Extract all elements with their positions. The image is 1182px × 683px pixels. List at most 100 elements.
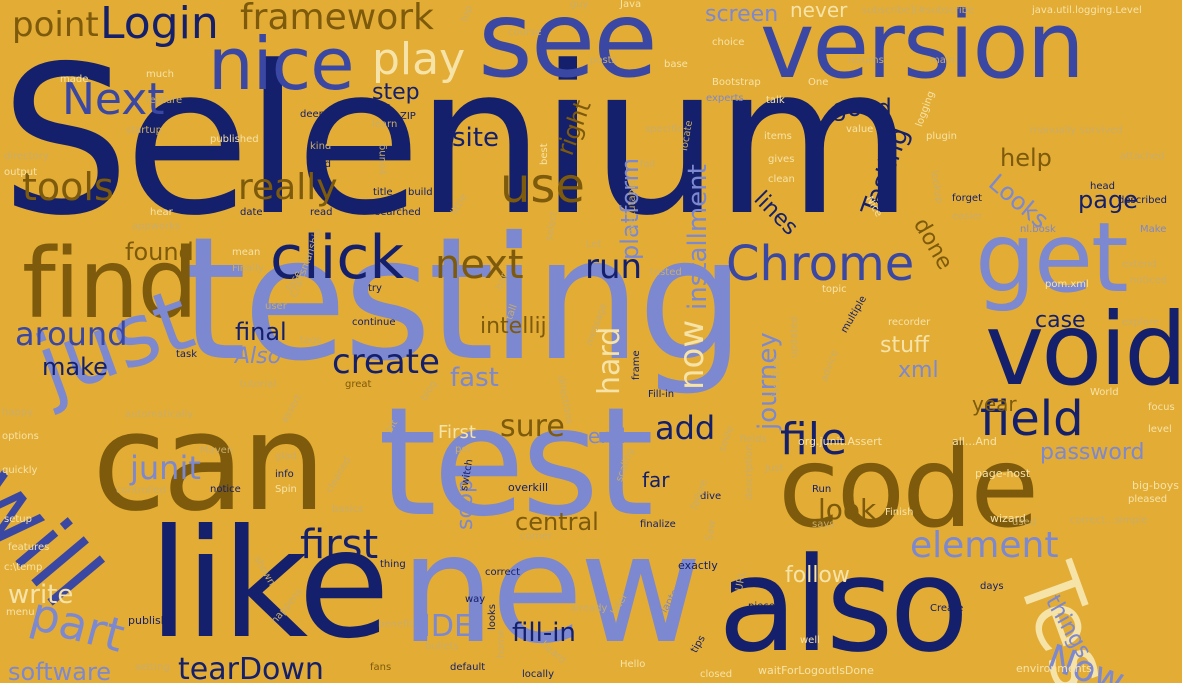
word-first-cap: First <box>438 422 476 443</box>
word-deep: deep <box>300 109 325 120</box>
word-directory: directory <box>4 151 49 162</box>
word-see: see <box>478 0 658 101</box>
word-value: value <box>846 124 874 135</box>
word-password: password <box>1040 440 1145 465</box>
word-year: year <box>972 392 1017 416</box>
word-wizard: wizard <box>990 512 1026 525</box>
word-guy: guy <box>570 0 589 10</box>
word-element: element <box>910 525 1059 566</box>
word-searched: searched <box>375 207 421 218</box>
word-options: options <box>2 431 39 442</box>
word-great: great <box>345 379 372 390</box>
word-user: user <box>265 301 287 312</box>
word-made: made <box>60 74 89 85</box>
word-nice: nice <box>208 22 355 106</box>
word-appworks: appworks <box>132 221 181 232</box>
word-central: central <box>515 508 599 536</box>
word-around: around <box>15 315 128 353</box>
word-screen: screen <box>705 2 779 27</box>
word-executable: executable <box>627 180 638 235</box>
word-done: done <box>908 214 958 275</box>
word-piece: piece <box>748 601 775 612</box>
word-base: base <box>664 59 688 70</box>
word-xml-cap: XML <box>372 103 394 114</box>
word-xml: xml <box>898 358 939 383</box>
word-page-host: page-host <box>975 467 1031 480</box>
word-much: much <box>146 69 174 80</box>
word-software: software <box>8 658 112 683</box>
word-tags: tags <box>300 335 322 346</box>
word-play: play <box>372 34 466 85</box>
word-find: find <box>22 228 198 340</box>
word-cleaned: cleaned <box>324 455 354 495</box>
word-benefit: benefit <box>378 619 414 630</box>
word-finalize: finalize <box>640 519 676 530</box>
word-smile: smile <box>717 424 737 454</box>
word-published: published <box>210 134 259 145</box>
word-read: read <box>310 207 333 218</box>
word-home: home <box>496 629 507 658</box>
word-menu: menu <box>6 607 35 618</box>
word-nl-bosk: nl.bosk <box>1020 224 1056 235</box>
word-make-cap: Make <box>1140 224 1167 235</box>
word-features: features <box>8 542 50 553</box>
word-automatically: automatically <box>125 409 194 420</box>
word-experts: experts <box>706 93 744 104</box>
word-also-cap: Also <box>235 344 282 369</box>
word-try: try <box>368 283 382 294</box>
word-recorder: recorder <box>888 317 931 328</box>
word-subscribe: subscribe](#subscribe <box>862 5 975 16</box>
word-java: Java <box>620 0 642 10</box>
word-task: task <box>176 349 198 360</box>
word-setup: setup <box>4 514 32 525</box>
word-org-junit-assert: org.junit.Assert <box>798 435 882 448</box>
word-level: level <box>1148 424 1172 435</box>
word-login: Login <box>100 0 219 49</box>
word-returns: returns <box>848 55 884 66</box>
word-new: new <box>400 503 702 677</box>
word-happy: happy <box>2 407 34 418</box>
word-run: run <box>585 247 643 287</box>
word-easier: easier <box>952 211 983 222</box>
word-create-cap: Create <box>930 603 964 614</box>
word-extend: extend <box>1122 259 1157 270</box>
word-fail: fail <box>640 159 656 170</box>
word-fill-in-cap: Fill-in <box>648 389 675 400</box>
word-top: top <box>459 4 476 24</box>
word-finally: Finally <box>232 263 264 274</box>
word-pom-xml: pom.xml <box>1045 279 1089 290</box>
word-finish: Finish <box>885 507 914 518</box>
word-just-cap: Just <box>765 463 784 474</box>
word-startup: startup <box>126 125 162 136</box>
word-notice: notice <box>210 484 241 495</box>
word-main: main <box>930 55 955 66</box>
word-saw: Saw <box>704 519 719 542</box>
word-stuff: stuff <box>880 333 930 358</box>
word-forget: forget <box>952 193 982 204</box>
word-mean: mean <box>232 247 261 258</box>
word-java-util-logging: java.util.logging.Level <box>1032 5 1142 16</box>
word-updated: updated <box>789 316 800 358</box>
word-never: never <box>790 0 848 22</box>
word-add: add <box>655 409 716 447</box>
word-title: title <box>373 187 393 198</box>
word-basics: basics <box>332 504 364 515</box>
word-void: void <box>985 291 1182 408</box>
word-output: output <box>4 167 37 178</box>
word-use: use <box>500 158 585 214</box>
word-all-and: all...And <box>952 435 997 448</box>
word-next-cap: Next <box>62 74 165 125</box>
word-young: young <box>377 143 388 175</box>
word-days: days <box>980 581 1004 592</box>
word-controlled: controlled <box>116 485 166 496</box>
word-overkill: overkill <box>508 481 549 494</box>
word-file: file <box>780 414 848 465</box>
word-explore: explore <box>1122 317 1160 328</box>
word-fans: fans <box>370 662 392 673</box>
word-click: click <box>270 223 405 293</box>
word-grid: Grid <box>310 159 331 170</box>
word-survived: survived <box>1080 125 1123 136</box>
word-per: per <box>455 444 472 455</box>
word-described: described <box>1118 195 1167 206</box>
